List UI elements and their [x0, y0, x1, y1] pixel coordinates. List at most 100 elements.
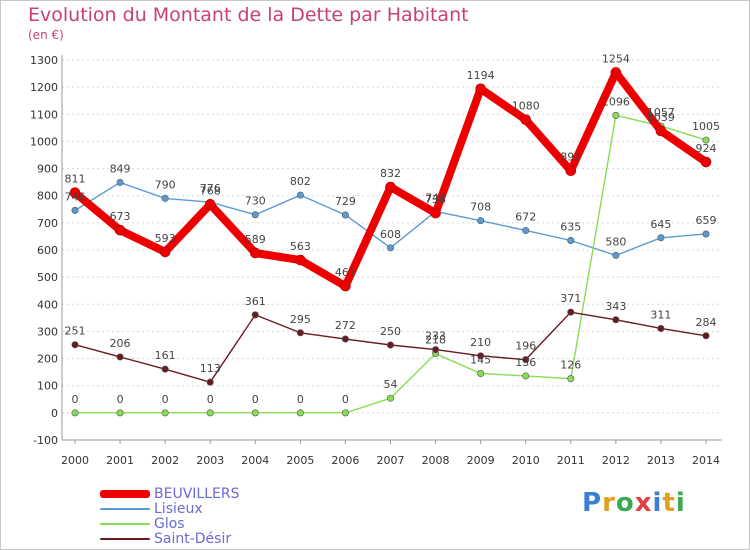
point-glos — [161, 409, 169, 417]
point-beuvillers — [159, 246, 171, 258]
chart-title: Evolution du Montant de la Dette par Hab… — [28, 4, 469, 26]
data-label-saint-d-sir: 272 — [335, 319, 356, 332]
data-label-glos: 54 — [384, 378, 398, 391]
point-glos — [522, 372, 530, 380]
data-label-beuvillers: 593 — [155, 232, 176, 245]
point-lisieux — [477, 217, 485, 225]
point-saint-d-sir — [116, 353, 124, 361]
point-lisieux — [71, 206, 79, 214]
y-tick-label: 1200 — [30, 81, 58, 94]
legend-label-beuvillers: BEUVILLERS — [154, 485, 240, 502]
point-saint-d-sir — [567, 308, 575, 316]
point-glos — [251, 409, 259, 417]
x-tick-label: 2011 — [557, 454, 585, 467]
data-label-lisieux: 742 — [425, 191, 446, 204]
data-label-saint-d-sir: 251 — [65, 325, 86, 338]
legend-swatch-saint-desir — [100, 537, 150, 540]
point-beuvillers — [700, 156, 712, 168]
data-label-glos: 0 — [207, 393, 214, 406]
data-label-glos: 0 — [252, 393, 259, 406]
point-beuvillers — [114, 224, 126, 236]
point-beuvillers — [69, 187, 81, 199]
legend-label-glos: Glos — [154, 515, 185, 532]
point-glos — [71, 409, 79, 417]
point-saint-d-sir — [296, 329, 304, 337]
y-tick-label: 1000 — [30, 135, 58, 148]
series-lines — [69, 67, 712, 417]
y-tick-label: 0 — [51, 407, 58, 420]
data-label-lisieux: 672 — [515, 210, 536, 223]
x-tick-label: 2002 — [151, 454, 179, 467]
point-glos — [296, 409, 304, 417]
x-tick-label: 2008 — [422, 454, 450, 467]
point-beuvillers — [520, 114, 532, 126]
data-label-lisieux: 790 — [155, 178, 176, 191]
legend: BEUVILLERS Lisieux Glos Saint-Désir — [100, 485, 360, 547]
data-label-saint-d-sir: 371 — [560, 292, 581, 305]
legend-label-lisieux: Lisieux — [154, 500, 203, 517]
data-label-saint-d-sir: 361 — [245, 295, 266, 308]
data-label-glos: 1057 — [647, 106, 675, 119]
point-glos — [702, 136, 710, 144]
point-glos — [341, 409, 349, 417]
data-label-glos: 0 — [72, 393, 79, 406]
data-label-beuvillers: 811 — [65, 173, 86, 186]
point-lisieux — [522, 226, 530, 234]
point-lisieux — [116, 178, 124, 186]
point-beuvillers — [204, 199, 216, 210]
data-label-beuvillers: 1194 — [467, 69, 495, 82]
point-saint-d-sir — [341, 335, 349, 343]
point-lisieux — [341, 211, 349, 219]
point-beuvillers — [385, 181, 396, 193]
data-label-lisieux: 746 — [65, 190, 86, 203]
proxiti-logo: Proxiti — [582, 488, 686, 518]
data-label-glos: 145 — [470, 354, 491, 367]
x-tick-label: 2009 — [467, 454, 495, 467]
point-lisieux — [702, 230, 710, 238]
data-label-beuvillers: 892 — [560, 151, 581, 164]
point-lisieux — [296, 191, 304, 199]
data-labels: 746 849 790 776 730 802 729 608 742 708 672 635 580 6… — [65, 52, 721, 405]
data-label-lisieux: 635 — [560, 221, 581, 234]
y-tick-label: 1300 — [30, 54, 58, 67]
legend-swatch-lisieux — [100, 507, 150, 510]
data-label-beuvillers: 832 — [380, 167, 401, 180]
y-tick-label: -100 — [33, 434, 58, 447]
data-label-saint-d-sir: 113 — [200, 362, 221, 375]
data-label-glos: 0 — [117, 393, 124, 406]
y-tick-label: 300 — [37, 325, 58, 338]
data-label-saint-d-sir: 295 — [290, 313, 311, 326]
y-tick-label: 500 — [37, 271, 58, 284]
point-glos — [612, 111, 620, 119]
data-label-glos: 0 — [162, 393, 169, 406]
data-label-glos: 1005 — [692, 120, 720, 133]
legend-swatch-beuvillers — [100, 489, 150, 498]
data-label-saint-d-sir: 233 — [425, 330, 446, 343]
legend-swatch-glos — [100, 522, 150, 525]
point-lisieux — [161, 194, 169, 202]
point-glos — [567, 375, 575, 383]
point-beuvillers — [295, 254, 306, 266]
point-saint-d-sir — [522, 356, 530, 364]
point-beuvillers — [565, 165, 577, 177]
data-label-lisieux: 730 — [245, 195, 266, 208]
data-label-saint-d-sir: 161 — [155, 349, 176, 362]
x-tick-label: 2010 — [512, 454, 540, 467]
y-tick-label: 600 — [37, 244, 58, 257]
data-label-lisieux: 608 — [380, 228, 401, 241]
point-saint-d-sir — [206, 378, 214, 386]
point-saint-d-sir — [702, 332, 710, 340]
x-tick-label: 2012 — [602, 454, 630, 467]
data-label-lisieux: 708 — [470, 201, 491, 214]
y-tick-label: 100 — [37, 380, 58, 393]
y-tick-label: 800 — [37, 190, 58, 203]
data-label-lisieux: 580 — [605, 235, 626, 248]
legend-item-beuvillers: BEUVILLERS — [100, 485, 360, 502]
data-label-glos: 0 — [342, 393, 349, 406]
chart-unit: (en €) — [28, 28, 64, 42]
point-beuvillers — [610, 67, 622, 78]
x-tick-label: 2006 — [331, 454, 359, 467]
data-label-glos: 136 — [515, 356, 536, 369]
point-beuvillers — [340, 280, 351, 292]
